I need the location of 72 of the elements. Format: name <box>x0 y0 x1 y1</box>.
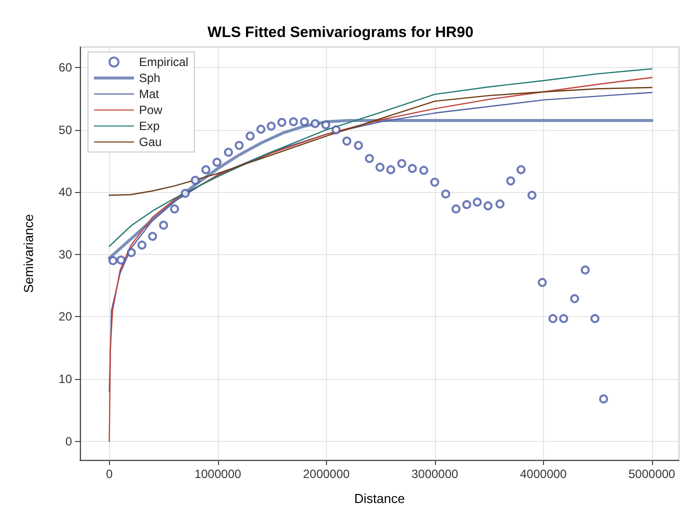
point <box>516 165 526 174</box>
legend-label: Gau <box>139 135 162 149</box>
point <box>170 204 180 214</box>
line-series <box>108 92 652 392</box>
x-tick-label: 2000000 <box>302 467 350 481</box>
point <box>277 118 286 127</box>
point <box>137 240 146 250</box>
point <box>234 140 244 150</box>
point <box>201 165 210 174</box>
x-tick-label: 1000000 <box>194 467 242 481</box>
legend-label: Exp <box>139 119 160 133</box>
point <box>354 140 363 150</box>
legend-label: Mat <box>139 87 160 101</box>
legend-label: Empirical <box>139 55 188 69</box>
point <box>559 314 568 324</box>
point <box>364 154 374 163</box>
point <box>180 188 190 198</box>
point <box>452 204 461 214</box>
x-tick-label: 3000000 <box>411 467 459 481</box>
point <box>397 158 406 168</box>
point <box>310 119 320 128</box>
y-tick-label: 50 <box>58 122 72 137</box>
point <box>266 122 276 131</box>
point <box>590 314 600 324</box>
point <box>256 124 266 134</box>
point <box>212 158 222 167</box>
point <box>376 162 385 172</box>
x-axis-title: Distance <box>354 491 405 506</box>
point <box>472 198 482 207</box>
point <box>462 200 472 210</box>
line-series <box>108 68 652 247</box>
point <box>288 117 298 126</box>
x-tick-label: 0 <box>106 467 113 481</box>
y-tick-label: 60 <box>58 60 72 75</box>
point <box>246 132 255 141</box>
y-tick-label: 40 <box>58 185 72 200</box>
y-tick-label: 20 <box>58 310 72 324</box>
point <box>159 220 168 230</box>
point <box>126 248 136 258</box>
point <box>441 190 450 199</box>
point <box>386 165 396 174</box>
point <box>148 232 158 241</box>
point <box>190 176 200 185</box>
point <box>599 394 608 404</box>
line-series <box>108 86 652 196</box>
point <box>495 199 504 208</box>
point <box>430 178 440 187</box>
legend-label: Pow <box>139 103 163 117</box>
chart-title: WLS Fitted Semivariograms for HR90 <box>208 24 474 41</box>
point <box>527 190 536 200</box>
point <box>408 164 417 173</box>
point <box>342 136 352 146</box>
point <box>548 314 558 324</box>
point <box>116 256 126 265</box>
x-tick-label: 5000000 <box>628 467 676 481</box>
point <box>570 294 580 304</box>
point <box>419 166 428 175</box>
y-tick-label: 10 <box>58 372 72 386</box>
point <box>321 120 330 130</box>
y-axis-title: Semivariance <box>21 214 36 293</box>
legend-label: Sph <box>139 71 160 85</box>
point <box>580 266 590 275</box>
point <box>224 148 233 157</box>
y-tick-label: 0 <box>65 434 72 448</box>
point <box>484 201 493 210</box>
point <box>300 117 309 126</box>
point <box>506 176 516 186</box>
point <box>538 278 547 287</box>
x-tick-label: 4000000 <box>520 467 568 481</box>
point <box>108 256 118 266</box>
y-tick-label: 30 <box>58 247 72 262</box>
point <box>332 125 341 134</box>
